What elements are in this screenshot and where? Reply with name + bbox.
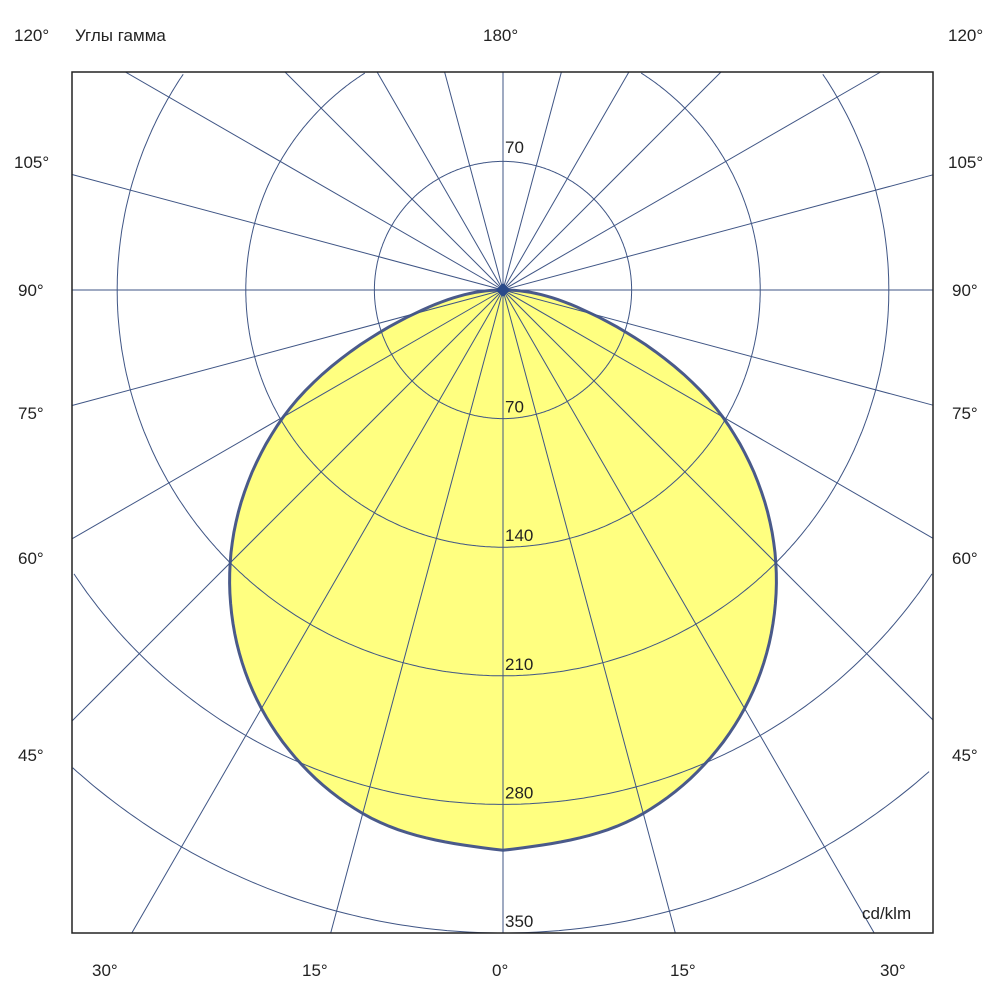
plot-frame [71,71,934,934]
radial-line [131,289,504,934]
radial-line [71,174,504,291]
radial-line [444,71,504,291]
angle-label-left: 90° [18,281,44,300]
radial-line [284,71,504,291]
radial-tick-label: 350 [505,912,533,931]
radial-line [502,71,722,291]
radial-tick-label: 140 [505,526,533,545]
radial-line [71,289,504,406]
radial-tick-label: 210 [505,655,533,674]
angle-label-left: 120° [14,26,49,45]
angle-label-right: 45° [952,746,978,765]
radial-line [376,71,504,291]
angle-label-right: 105° [948,153,983,172]
radial-ring [503,771,930,934]
angle-label-bottom: 0° [492,961,508,980]
radial-line [502,289,934,406]
radial-line [71,289,504,540]
radial-line [502,289,934,539]
radial-ring [73,573,503,805]
radial-line [502,71,562,291]
angle-label-left: 75° [18,404,44,423]
radial-ring [503,72,761,548]
center-marker [496,283,510,297]
radial-line [502,71,881,291]
angle-label-left: 45° [18,746,44,765]
chart-title: Углы гамма [75,26,166,45]
angle-label-right: 90° [952,281,978,300]
radial-line [125,71,504,291]
angle-label-bottom: 15° [670,961,696,980]
radial-ring [245,72,503,548]
radial-line [502,289,934,721]
radial-ring [503,74,890,677]
radial-ring [503,573,933,805]
radial-tick-label: 280 [505,783,533,802]
radial-tick-label: 70 [505,398,524,417]
radial-line [502,289,676,934]
radial-ring [116,74,503,677]
angle-label-right: 75° [952,404,978,423]
angle-label-top: 180° [483,26,518,45]
radial-tick-label-top: 70 [505,138,524,157]
radial-ring [72,767,503,934]
angle-label-right: 60° [952,549,978,568]
radial-line [502,289,875,934]
angle-label-bottom: 30° [92,961,118,980]
angle-label-bottom: 15° [302,961,328,980]
radial-line [502,174,934,291]
angle-label-left: 105° [14,153,49,172]
radial-line [502,71,630,291]
angle-label-bottom: 30° [880,961,906,980]
angle-label-left: 60° [18,549,44,568]
angle-label-right: 120° [948,26,983,45]
radial-line [330,289,504,934]
radial-line [71,289,504,722]
unit-label: cd/klm [862,904,911,923]
